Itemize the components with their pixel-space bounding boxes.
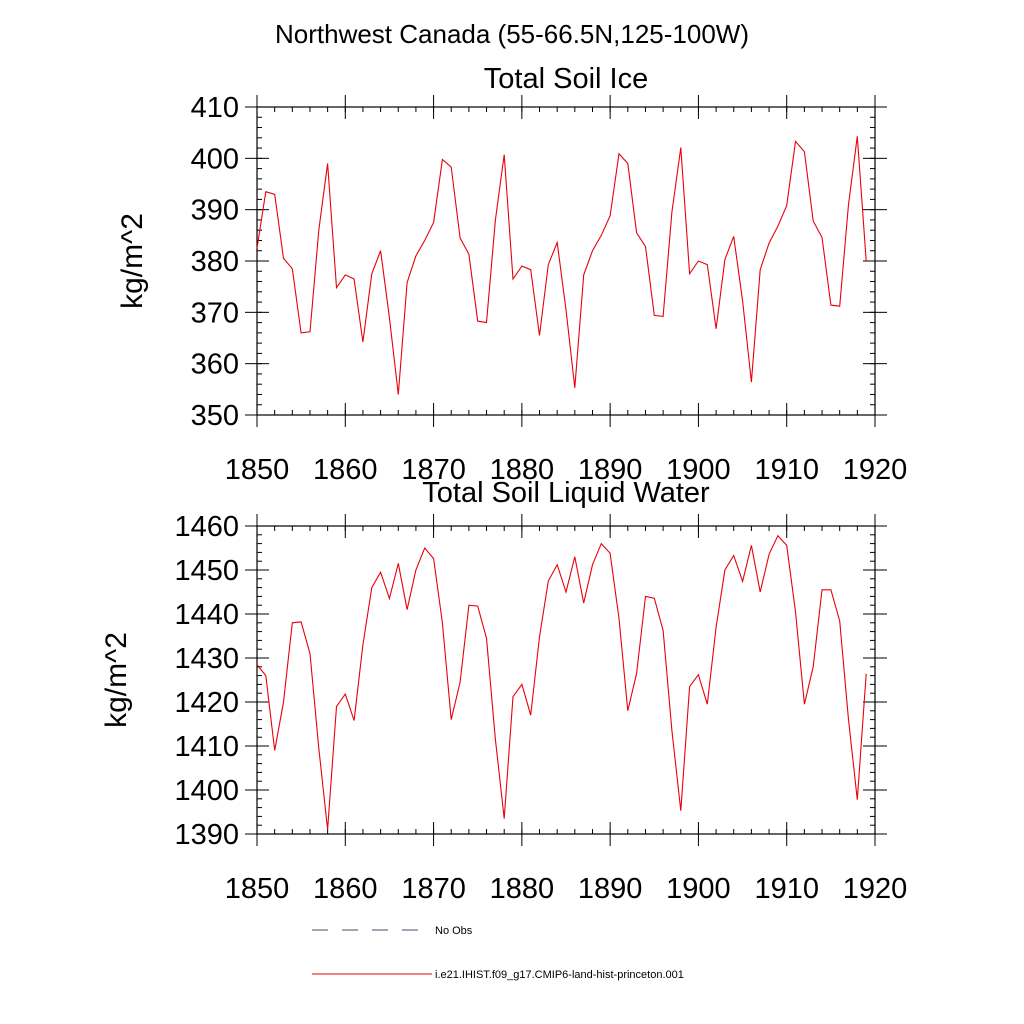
x-tick-label: 1870 bbox=[401, 873, 466, 905]
x-tick-label: 1910 bbox=[754, 454, 819, 486]
y-tick-label: 400 bbox=[191, 143, 239, 175]
x-tick-label: 1880 bbox=[490, 873, 555, 905]
legend: No Obs i.e21.IHIST.f09_g17.CMIP6-land-hi… bbox=[312, 925, 684, 981]
y-tick-label: 350 bbox=[191, 400, 239, 432]
x-tick-label: 1890 bbox=[578, 873, 643, 905]
x-tick-label: 1850 bbox=[225, 454, 290, 486]
legend-label-model: i.e21.IHIST.f09_g17.CMIP6-land-hist-prin… bbox=[435, 969, 684, 981]
x-tick-label: 1860 bbox=[313, 873, 378, 905]
x-tick-label: 1920 bbox=[843, 873, 908, 905]
y-tick-label: 1420 bbox=[174, 687, 239, 719]
y-tick-label: 1460 bbox=[174, 511, 239, 543]
panel-title: Total Soil Ice bbox=[484, 63, 648, 95]
y-tick-label: 410 bbox=[191, 92, 239, 124]
y-tick-label: 1430 bbox=[174, 643, 239, 675]
y-tick-label: 1450 bbox=[174, 555, 239, 587]
legend-label-no-obs: No Obs bbox=[435, 925, 473, 937]
figure-title: Northwest Canada (55-66.5N,125-100W) bbox=[275, 19, 749, 49]
y-tick-label: 1440 bbox=[174, 599, 239, 631]
x-tick-label: 1880 bbox=[490, 454, 555, 486]
panel-total-soil-liquid-water: Total Soil Liquid Water 1850 1860 1870 1880 1… bbox=[100, 477, 907, 905]
y-tick-label: 1390 bbox=[174, 819, 239, 851]
panel-title: Total Soil Liquid Water bbox=[422, 477, 710, 509]
y-axis-label: kg/m^2 bbox=[116, 213, 149, 309]
y-tick-label: 390 bbox=[191, 195, 239, 227]
y-tick-label: 360 bbox=[191, 349, 239, 381]
x-tick-label: 1890 bbox=[578, 454, 643, 486]
plot-frame bbox=[256, 525, 876, 835]
y-axis-label: kg/m^2 bbox=[100, 632, 133, 728]
x-tick-label: 1870 bbox=[401, 454, 466, 486]
x-tick-label: 1900 bbox=[666, 873, 731, 905]
panel-total-soil-ice: Total Soil Ice 1850 1860 1870 1880 1890 1900 19… bbox=[116, 63, 907, 486]
series-line bbox=[256, 136, 867, 395]
x-tick-label: 1860 bbox=[313, 454, 378, 486]
x-tick-label: 1900 bbox=[666, 454, 731, 486]
y-tick-label: 1410 bbox=[174, 731, 239, 763]
y-tick-label: 380 bbox=[191, 246, 239, 278]
y-tick-label: 1400 bbox=[174, 775, 239, 807]
x-tick-label: 1910 bbox=[754, 873, 819, 905]
series-line bbox=[256, 534, 867, 830]
y-tick-label: 370 bbox=[191, 297, 239, 329]
x-tick-label: 1920 bbox=[843, 454, 908, 486]
x-tick-label: 1850 bbox=[225, 873, 290, 905]
plot-frame bbox=[256, 106, 876, 416]
